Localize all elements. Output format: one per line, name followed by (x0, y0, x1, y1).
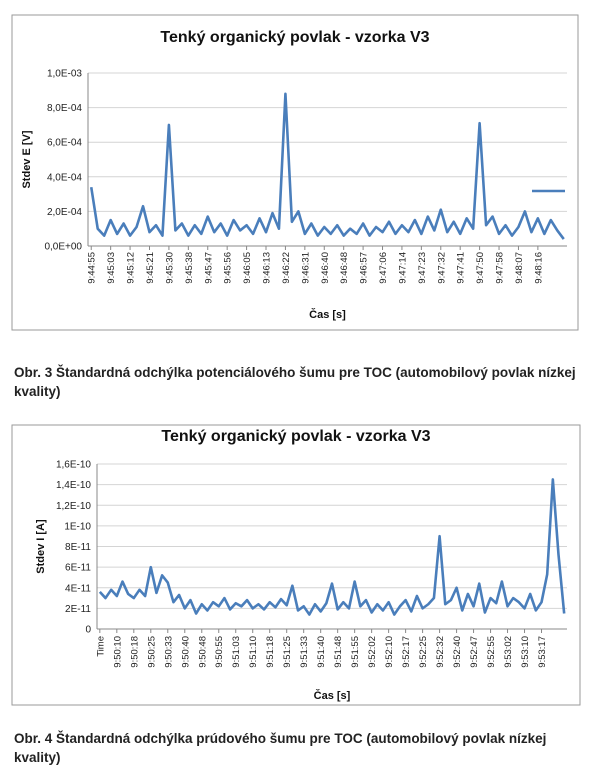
x-tick-label: 9:46:05 (242, 252, 253, 284)
x-tick-label: 9:52:47 (469, 636, 480, 668)
chart-frame (11, 424, 581, 706)
x-tick-label: 9:53:10 (520, 636, 531, 668)
x-tick-label: 9:52:25 (418, 636, 429, 668)
y-tick-label: 1,4E-10 (56, 480, 91, 491)
caption: Obr. 4 Štandardná odchýlka prúdového šum… (14, 731, 547, 765)
x-tick-label: 9:50:40 (180, 636, 191, 668)
x-tick-label: 9:52:40 (452, 636, 463, 668)
x-tick-label: 9:45:38 (184, 252, 195, 284)
x-tick-label: 9:50:55 (214, 636, 225, 668)
y-tick-label: 0 (85, 625, 91, 636)
x-tick-label: 9:53:17 (537, 636, 548, 668)
caption: Obr. 3 Štandardná odchýlka potenciálovéh… (14, 365, 576, 399)
y-tick-label: 4E-11 (65, 583, 91, 594)
x-tick-label: 9:52:10 (384, 636, 395, 668)
x-tick-label: 9:46:40 (320, 252, 331, 284)
y-tick-label: 8,0E-04 (47, 103, 82, 114)
x-tick-label: 9:52:17 (401, 636, 412, 668)
x-tick-label: 9:46:13 (262, 252, 273, 284)
y-tick-label: 6E-11 (65, 563, 91, 574)
x-tick-label: 9:51:10 (248, 636, 259, 668)
y-tick-label: 1,2E-10 (56, 501, 91, 512)
x-tick-label: 9:47:32 (436, 252, 447, 284)
y-axis-title: Stdev I [A] (35, 519, 47, 574)
x-tick-label: 9:50:33 (163, 636, 174, 668)
x-tick-label: 9:52:02 (367, 636, 378, 668)
x-tick-label: 9:47:06 (378, 252, 389, 284)
x-tick-label: 9:45:30 (164, 252, 175, 284)
x-tick-label: 9:51:03 (231, 636, 242, 668)
x-tick-label: 9:45:47 (203, 252, 214, 284)
x-tick-label: 9:51:48 (333, 636, 344, 668)
x-tick-label: 9:48:07 (514, 252, 525, 284)
y-tick-label: 1,0E-03 (47, 69, 82, 80)
y-tick-label: 1,6E-10 (56, 460, 91, 471)
x-tick-label: 9:53:02 (503, 636, 514, 668)
x-tick-label: 9:52:32 (435, 636, 446, 668)
x-tick-label: 9:51:18 (265, 636, 276, 668)
y-tick-label: 6,0E-04 (47, 138, 82, 149)
x-tick-label: 9:47:58 (495, 252, 506, 284)
x-tick-label: 9:46:48 (339, 252, 350, 284)
x-tick-label: 9:47:14 (397, 252, 408, 284)
chart-title: Tenký organický povlak - vzorka V3 (160, 29, 429, 46)
y-tick-label: 2E-11 (65, 604, 91, 615)
x-axis-title: Čas [s] (309, 308, 346, 321)
x-tick-label: 9:50:25 (146, 636, 157, 668)
y-tick-label: 0,0E+00 (44, 242, 82, 253)
y-tick-label: 4,0E-04 (47, 172, 82, 183)
x-tick-label: 9:51:55 (350, 636, 361, 668)
x-tick-label: 9:47:50 (475, 252, 486, 284)
x-tick-label: 9:45:21 (145, 252, 156, 284)
x-tick-label: 9:44:55 (87, 252, 98, 284)
x-tick-label: 9:50:48 (197, 636, 208, 668)
series-line (89, 92, 565, 240)
x-tick-label: 9:45:12 (126, 252, 137, 284)
y-tick-label: 2,0E-04 (47, 207, 82, 218)
x-axis-title: Čas [s] (314, 689, 351, 702)
series-line (98, 478, 566, 616)
x-tick-label: 9:47:41 (456, 252, 467, 284)
x-tick-label: 9:47:23 (417, 252, 428, 284)
chart-title: Tenký organický povlak - vzorka V3 (161, 428, 430, 445)
y-tick-label: 8E-11 (65, 542, 91, 553)
x-tick-label: 9:51:33 (299, 636, 310, 668)
x-tick-label: 9:51:40 (316, 636, 327, 668)
x-tick-label: 9:51:25 (282, 636, 293, 668)
x-tick-label: 9:52:55 (486, 636, 497, 668)
x-tick-label: 9:45:56 (223, 252, 234, 284)
x-tick-label: 9:46:57 (359, 252, 370, 284)
x-tick-label: 9:45:03 (106, 252, 117, 284)
y-axis-title: Stdev E [V] (21, 130, 33, 188)
x-tick-label: 9:50:10 (112, 636, 123, 668)
x-tick-label: 9:46:31 (300, 252, 311, 284)
x-tick-label: 9:48:16 (533, 252, 544, 284)
x-tick-label: Time (95, 636, 106, 657)
y-tick-label: 1E-10 (64, 521, 91, 532)
x-tick-label: 9:46:22 (281, 252, 292, 284)
x-tick-label: 9:50:18 (129, 636, 140, 668)
